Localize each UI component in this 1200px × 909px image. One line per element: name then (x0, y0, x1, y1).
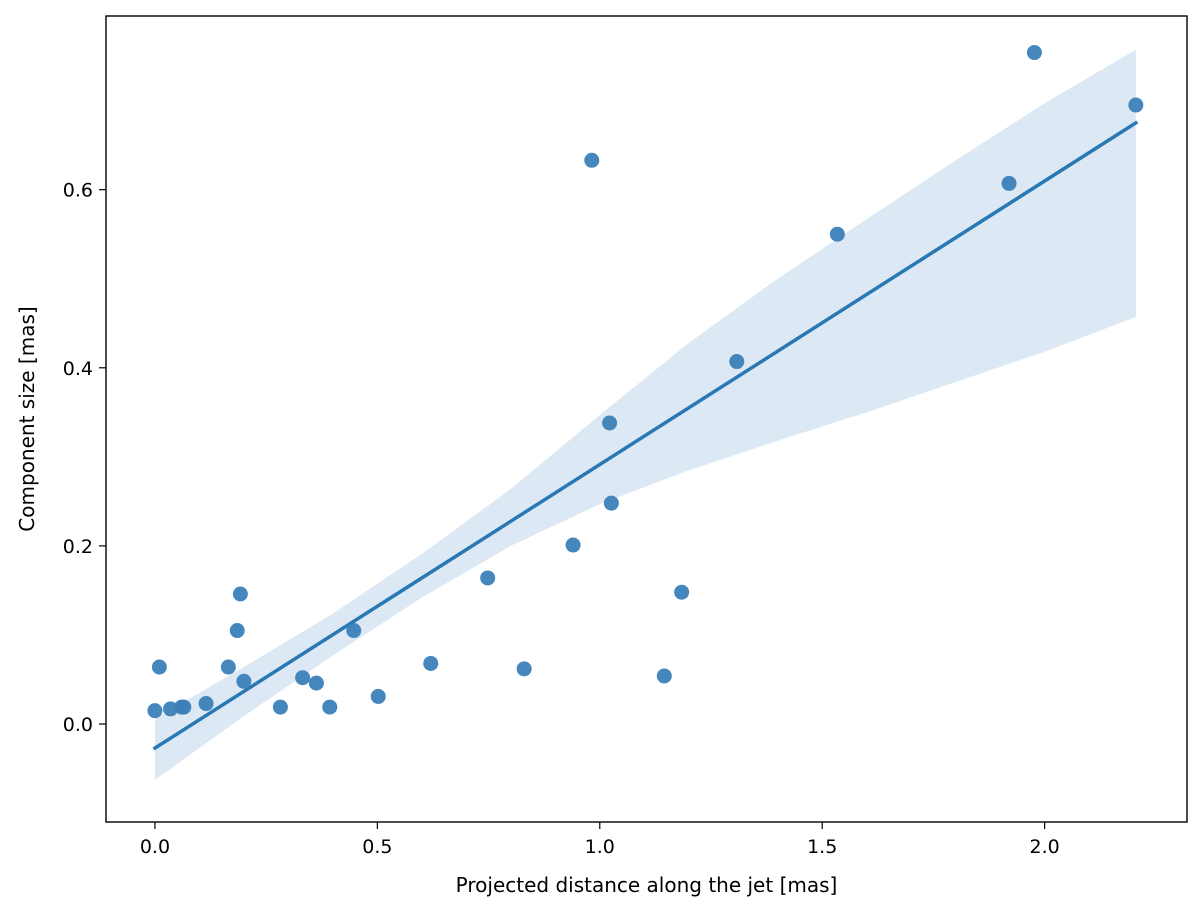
data-point (236, 673, 252, 689)
data-point (674, 584, 690, 600)
y-axis-label: Component size [mas] (15, 306, 39, 531)
x-tick-label: 0.5 (362, 836, 392, 858)
y-axis-ticks: 0.0 0.2 0.4 0.6 (63, 180, 106, 736)
data-point (163, 701, 179, 717)
data-point (322, 699, 338, 715)
x-tick-label: 2.0 (1030, 836, 1060, 858)
data-point (147, 703, 163, 719)
y-tick-label: 0.4 (63, 358, 93, 380)
regression-line (152, 120, 1139, 751)
data-point (480, 570, 496, 586)
data-point (198, 696, 214, 712)
confidence-band-layer (154, 49, 1136, 781)
x-tick-label: 0.0 (140, 836, 170, 858)
data-point (516, 661, 532, 677)
x-axis-label: Projected distance along the jet [mas] (456, 873, 838, 897)
data-point (829, 226, 845, 242)
data-point (1001, 175, 1017, 191)
data-point (1026, 45, 1042, 61)
x-axis-ticks: 0.0 0.5 1.0 1.5 2.0 (140, 822, 1060, 858)
data-point (346, 623, 362, 639)
data-point (220, 659, 236, 675)
data-point (729, 354, 745, 370)
x-tick-label: 1.5 (807, 836, 837, 858)
data-point (602, 415, 618, 431)
fit-line-layer (152, 120, 1139, 751)
y-tick-label: 0.2 (63, 536, 93, 558)
y-tick-label: 0.0 (63, 714, 93, 736)
data-point (370, 688, 386, 704)
data-point (272, 699, 288, 715)
data-point (656, 668, 672, 684)
scatter-points-layer (147, 45, 1144, 719)
data-point (151, 659, 167, 675)
data-point (423, 655, 439, 671)
data-point (232, 586, 248, 602)
y-tick-label: 0.6 (63, 180, 93, 202)
x-tick-label: 1.0 (585, 836, 615, 858)
data-point (295, 670, 311, 686)
data-point (176, 699, 192, 715)
plot-frame (105, 15, 1188, 823)
data-point (308, 675, 324, 691)
data-point (603, 495, 619, 511)
data-point (229, 623, 245, 639)
confidence-band (154, 49, 1136, 781)
data-point (565, 537, 581, 553)
data-point (584, 152, 600, 168)
data-point (1128, 97, 1144, 113)
